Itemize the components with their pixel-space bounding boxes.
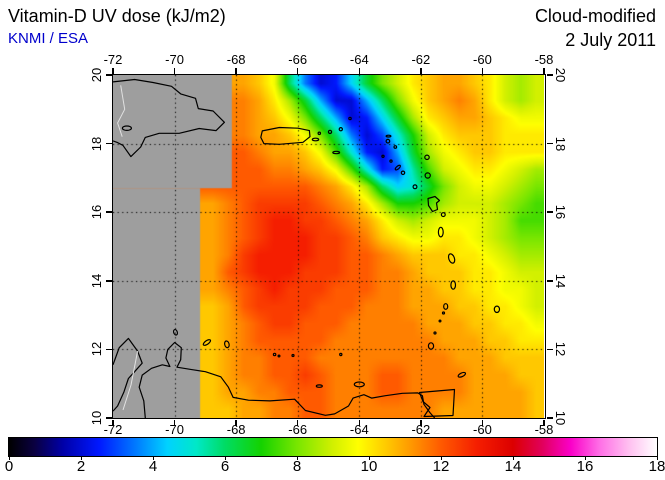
colorbar-tick-mark <box>153 457 154 460</box>
lat-tick-label: 20 <box>89 67 104 83</box>
colorbar-tick-label: 16 <box>576 458 594 475</box>
colorbar-tick-label: 14 <box>504 458 522 475</box>
lat-tick-label: 12 <box>89 342 104 357</box>
tick-mark <box>358 67 361 74</box>
header-right: Cloud-modified 2 July 2011 <box>535 4 656 52</box>
lon-tick-label: -64 <box>349 422 369 437</box>
tick-mark <box>235 67 237 74</box>
tick-mark <box>173 419 176 426</box>
page-title: Vitamin-D UV dose (kJ/m2) <box>8 6 226 26</box>
colorbar-tick-mark <box>585 457 586 460</box>
colorbar-tick-label: 0 <box>4 458 14 475</box>
data-source: KNMI / ESA <box>8 30 89 47</box>
colorbar-tick-label: 2 <box>76 458 86 475</box>
lon-tick-label: -66 <box>288 52 308 67</box>
tick-mark <box>105 142 112 145</box>
tick-mark <box>543 67 545 74</box>
lon-tick-label: -70 <box>165 52 184 67</box>
lon-tick-label: -72 <box>103 422 123 437</box>
tick-mark <box>105 280 112 282</box>
lon-tick-label: -70 <box>165 422 184 437</box>
tick-mark <box>481 67 484 74</box>
colorbar-gradient <box>8 437 658 457</box>
tick-mark <box>173 67 176 74</box>
colorbar-tick-label: 10 <box>360 458 378 475</box>
lat-tick-label: 18 <box>89 136 104 151</box>
date-label: 2 July 2011 <box>565 30 656 50</box>
tick-mark <box>105 417 112 419</box>
lat-tick-label: 10 <box>89 410 104 426</box>
tick-mark <box>105 74 112 76</box>
lon-tick-label: -64 <box>349 52 369 67</box>
colorbar-tick-label: 8 <box>292 458 302 475</box>
colorbar-tick-mark <box>513 457 514 460</box>
tick-mark <box>112 419 114 426</box>
lat-tick-label: 16 <box>89 204 104 220</box>
colorbar-tick-mark <box>225 457 226 460</box>
lon-tick-label: -72 <box>103 52 123 67</box>
colorbar-tick-mark <box>297 457 298 460</box>
tick-mark <box>235 419 237 426</box>
lon-tick-label: -58 <box>534 422 554 437</box>
uv-dose-heatmap <box>113 75 544 418</box>
colorbar-tick-mark <box>369 457 370 460</box>
lat-tick-label: 18 <box>553 136 568 151</box>
colorbar-tick-mark <box>81 457 82 460</box>
colorbar-tick-mark <box>441 457 442 460</box>
lat-tick-label: 10 <box>553 410 568 426</box>
lon-tick-label: -62 <box>411 422 431 437</box>
colorbar-tick-label: 18 <box>648 458 665 475</box>
tick-mark <box>546 142 553 145</box>
colorbar-tick-label: 4 <box>148 458 158 475</box>
tick-mark <box>546 417 553 419</box>
tick-mark <box>358 419 361 426</box>
lat-tick-label: 14 <box>89 273 104 289</box>
lat-tick-label: 12 <box>553 342 568 357</box>
mode-label: Cloud-modified <box>534 6 656 26</box>
tick-mark <box>481 419 484 426</box>
tick-mark <box>112 67 114 74</box>
tick-mark <box>296 419 299 426</box>
colorbar-tick-mark <box>9 457 10 460</box>
header-left: Vitamin-D UV dose (kJ/m2) KNMI / ESA <box>8 4 226 49</box>
lon-tick-label: -62 <box>411 52 431 67</box>
tick-mark <box>105 348 112 351</box>
lon-tick-label: -60 <box>473 52 492 67</box>
tick-mark <box>543 419 545 426</box>
lon-tick-label: -60 <box>473 422 492 437</box>
tick-mark <box>420 67 422 74</box>
colorbar-tick-label: 12 <box>432 458 450 475</box>
tick-mark <box>546 74 553 76</box>
lon-tick-label: -68 <box>226 422 246 437</box>
tick-mark <box>420 419 422 426</box>
lon-tick-label: -58 <box>534 52 554 67</box>
tick-mark <box>105 211 112 213</box>
colorbar-tick-mark <box>657 457 658 460</box>
lat-tick-label: 16 <box>553 204 568 220</box>
lat-tick-label: 20 <box>553 67 568 83</box>
lon-tick-label: -68 <box>226 52 246 67</box>
colorbar-tick-label: 6 <box>220 458 230 475</box>
tick-mark <box>546 348 553 351</box>
tick-mark <box>546 211 553 213</box>
lat-tick-label: 14 <box>553 273 568 289</box>
tick-mark <box>546 280 553 282</box>
tick-mark <box>296 67 299 74</box>
lon-tick-label: -66 <box>288 422 308 437</box>
